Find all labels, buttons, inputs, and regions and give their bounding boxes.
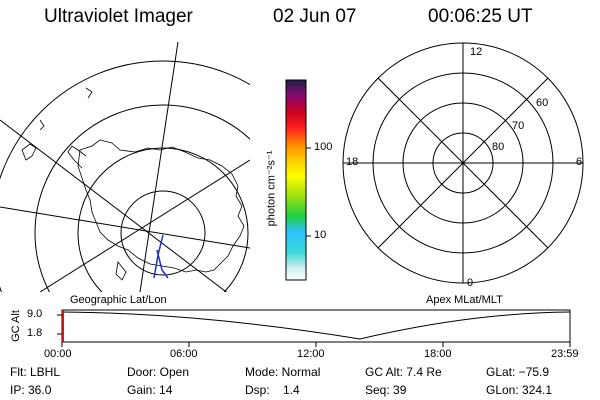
lat-circle-outer <box>34 104 250 292</box>
coast-fragment <box>85 87 93 99</box>
glat-info: GLat: −75.9 <box>486 365 550 379</box>
altitude-plot <box>57 309 571 347</box>
altitude-xtick-label: 12:00 <box>297 348 325 360</box>
altitude-ylabel: GC Alt <box>10 310 22 342</box>
meridian-line <box>139 42 179 292</box>
ip-info: IP: 36.0 <box>10 383 52 397</box>
south-america-fragment <box>21 143 37 161</box>
altitude-xtick-label: 00:00 <box>44 348 72 360</box>
gc-alt-info: GC Alt: 7.4 Re <box>365 365 442 379</box>
antarctica-coastline <box>77 139 245 273</box>
date-label: 02 Jun 07 <box>273 6 357 27</box>
colorbar <box>285 79 307 281</box>
filter-info: Flt: LBHL <box>10 365 61 379</box>
instrument-title: Ultraviolet Imager <box>44 6 193 27</box>
lat-circle-mid <box>77 147 249 292</box>
altitude-ytick-label: 1.8 <box>27 327 43 339</box>
altitude-xtick-label: 23:59 <box>551 348 579 360</box>
dsp-info: Dsp: 1.4 <box>245 383 300 397</box>
mlt-label-0: 0 <box>467 277 474 289</box>
satellite-track <box>153 234 169 279</box>
time-label: 00:06:25 UT <box>428 6 533 27</box>
lat-circle-inner <box>120 190 206 276</box>
glon-info: GLon: 324.1 <box>486 383 553 397</box>
door-info: Door: Open <box>127 365 190 379</box>
island-group <box>115 261 127 281</box>
meridian-line <box>39 159 250 292</box>
meridian-line <box>0 119 228 292</box>
mlt-label-18: 18 <box>346 156 359 168</box>
gain-info: Gain: 14 <box>127 383 173 397</box>
mode-info: Mode: Normal <box>245 365 321 379</box>
altitude-curve <box>61 311 571 340</box>
colorbar-tick-label: 100 <box>314 141 333 153</box>
mlt-label-6: 6 <box>576 156 583 168</box>
lat-circle-edge <box>0 60 250 292</box>
geographic-map <box>0 42 250 292</box>
lat-label-60: 60 <box>536 97 549 109</box>
lat-label-70: 70 <box>512 120 525 132</box>
altitude-xtick-label: 06:00 <box>170 348 198 360</box>
polar-diagonal <box>377 77 549 249</box>
lat-label-80: 80 <box>492 141 505 153</box>
seq-info: Seq: 39 <box>365 383 407 397</box>
meridian-line <box>0 206 250 249</box>
altitude-ytick-label: 9.0 <box>27 308 43 320</box>
colorbar-tick-label: 10 <box>314 229 327 241</box>
colorbar-unit-label: photon cm⁻²s⁻¹ <box>265 150 278 227</box>
altitude-xtick-label: 18:00 <box>424 348 452 360</box>
coast-fragment <box>39 119 45 131</box>
polar-plot <box>342 42 584 284</box>
peninsula <box>67 145 87 169</box>
mlt-label-12: 12 <box>470 46 483 58</box>
right-panel-caption: Apex MLat/MLT <box>426 294 503 306</box>
left-panel-caption: Geographic Lat/Lon <box>70 294 167 306</box>
